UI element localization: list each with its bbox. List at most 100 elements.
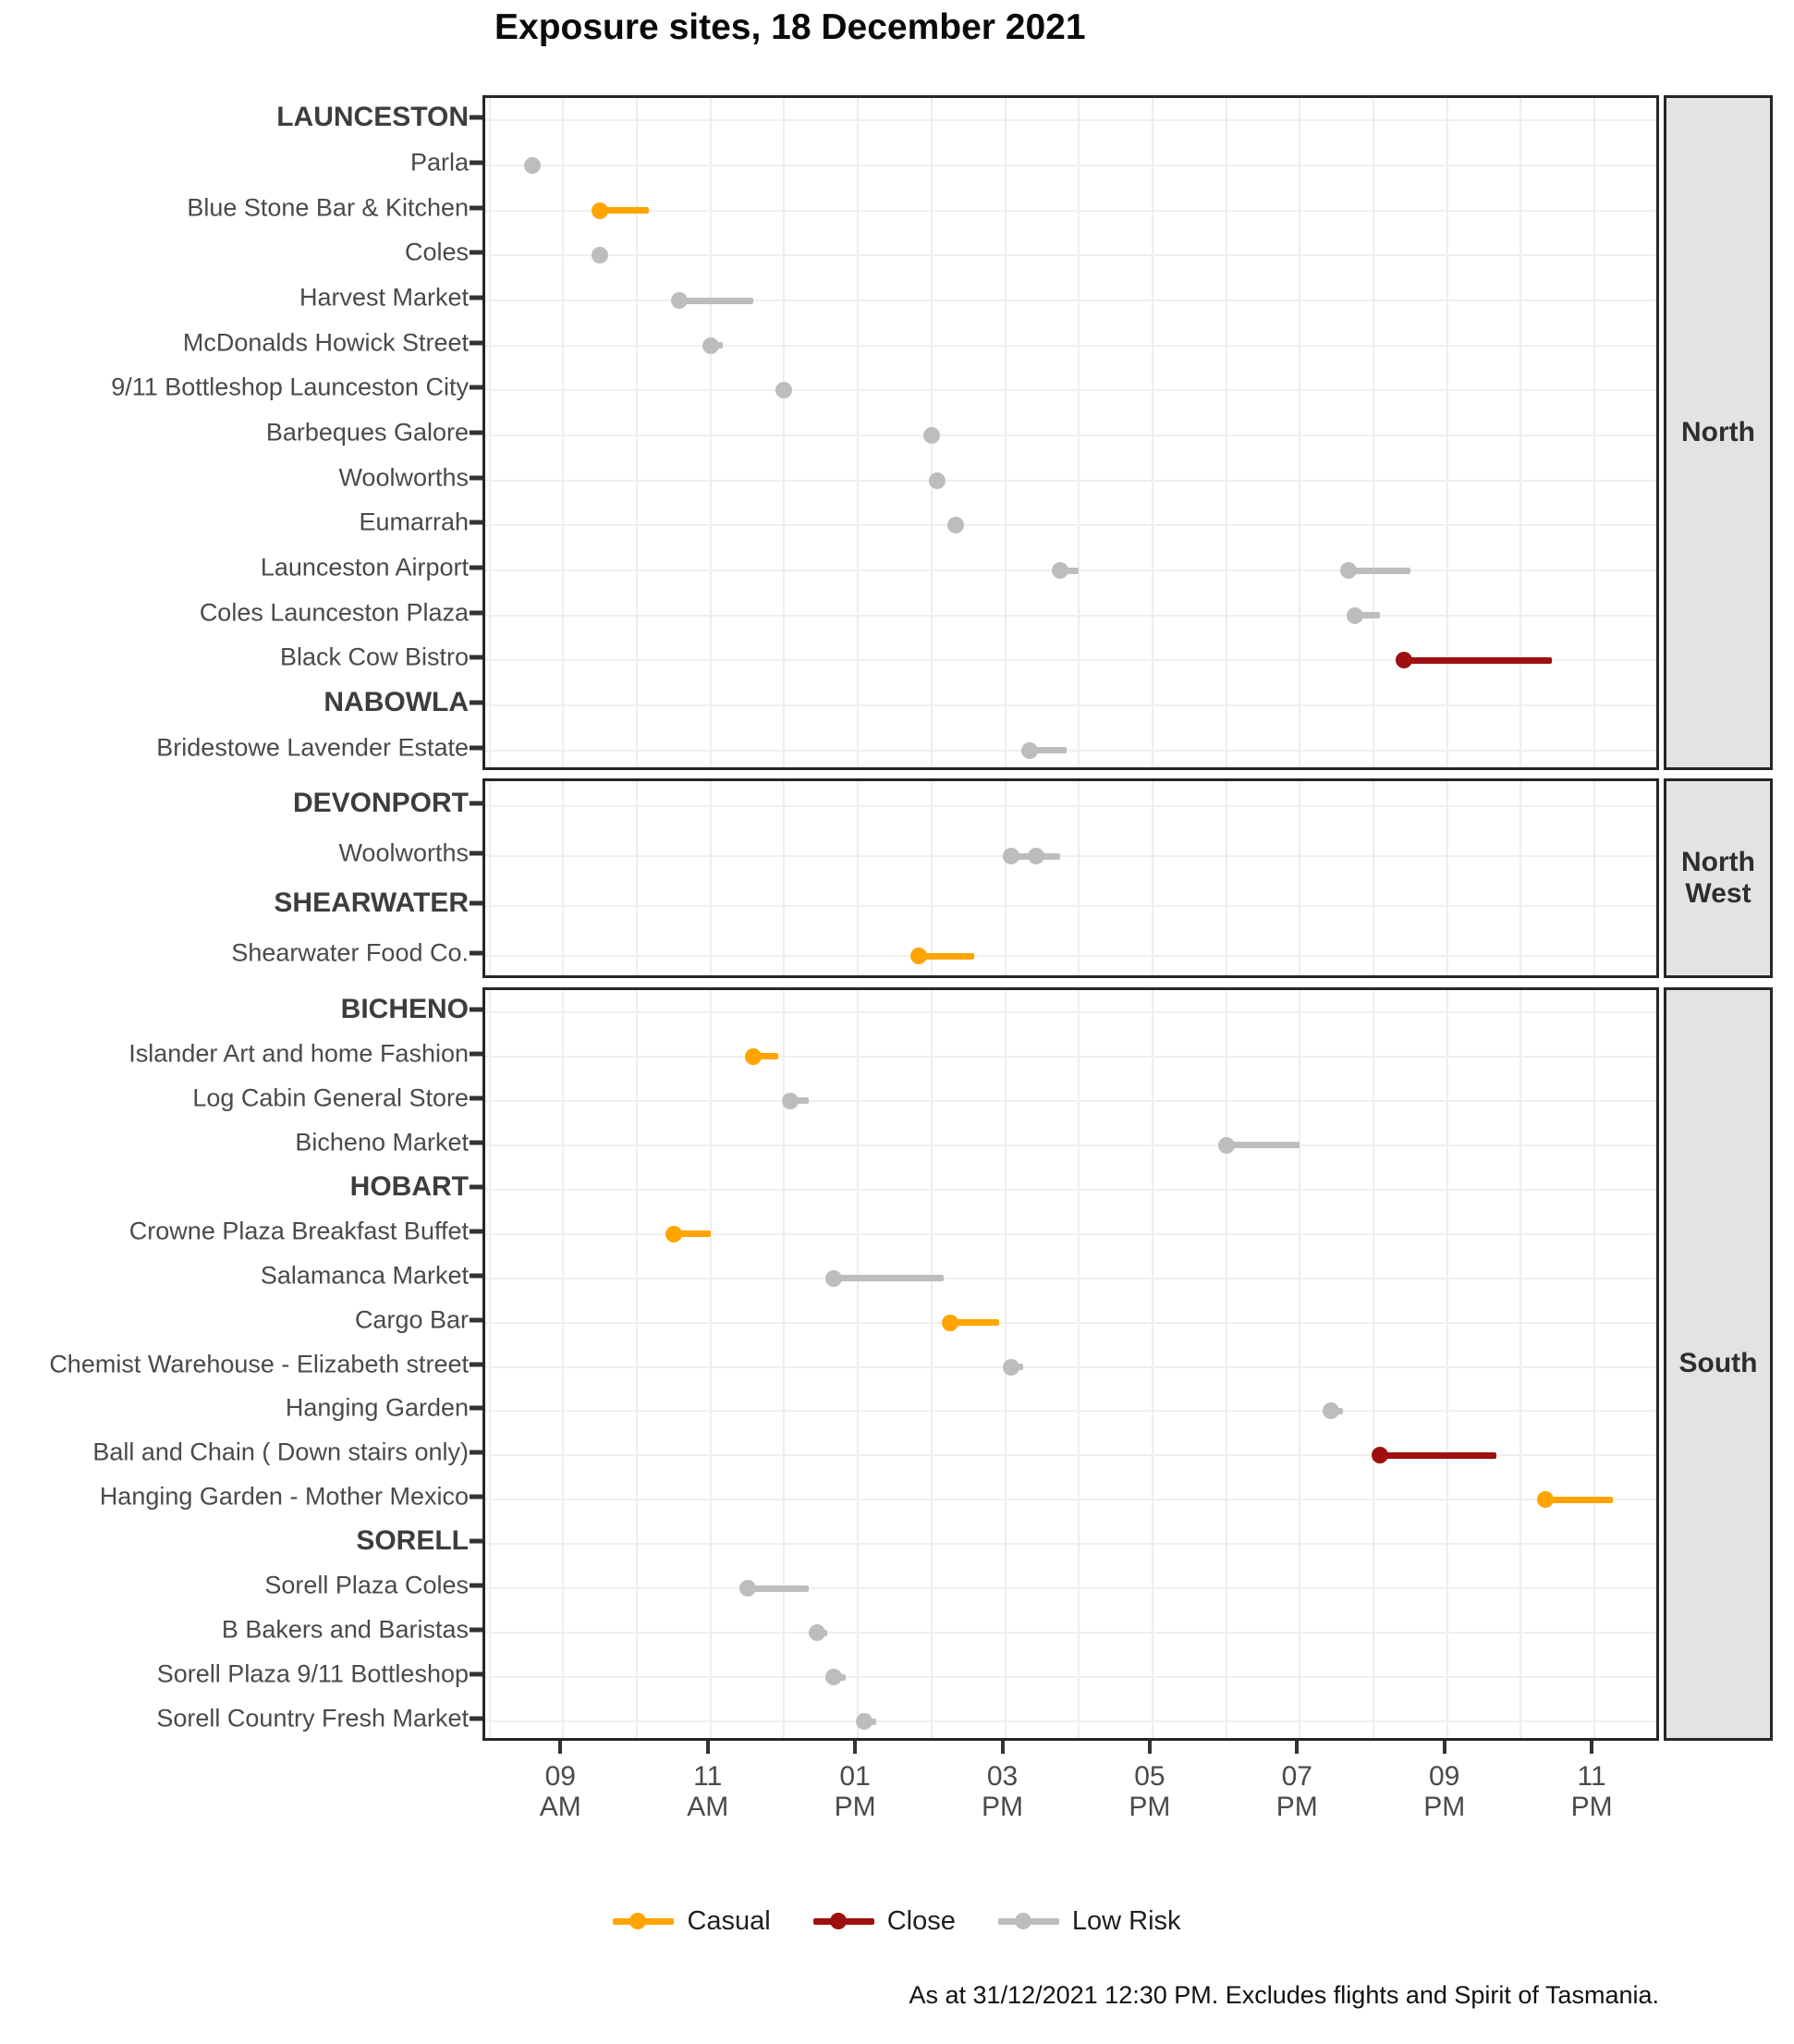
gridline-vertical — [709, 990, 712, 1738]
gridline-vertical — [709, 781, 712, 975]
y-axis-tick — [470, 745, 482, 751]
exposure-segment-dot — [524, 157, 542, 174]
y-axis-group-header-devonport: DEVONPORT — [292, 788, 469, 818]
x-axis-period: AM — [539, 1792, 581, 1822]
exposure-segment-dot — [1003, 848, 1020, 864]
x-axis-hour: 11 — [1577, 1761, 1606, 1792]
gridline-vertical — [1299, 98, 1301, 767]
exposure-segment-dot — [671, 292, 689, 309]
gridline-vertical — [562, 781, 565, 975]
y-axis-tick — [470, 295, 482, 300]
exposure-segment-dot — [922, 427, 940, 444]
gridline-horizontal — [485, 1188, 1656, 1191]
exposure-segment-line — [747, 1585, 809, 1592]
gridline-vertical — [1593, 990, 1596, 1738]
y-axis-tick — [470, 1671, 482, 1677]
y-axis-tick — [470, 1273, 482, 1279]
legend-item-close: Close — [812, 1906, 956, 1937]
gridline-horizontal — [485, 1499, 1656, 1501]
exposure-segment-dot — [1052, 562, 1069, 579]
gridline-horizontal — [485, 344, 1656, 347]
y-axis-label-mcdonalds-howick-street: McDonalds Howick Street — [182, 328, 469, 357]
gridline-vertical — [636, 98, 638, 767]
y-axis-label-ball-and-chain-down-stairs-only: Ball and Chain ( Down stairs only) — [92, 1438, 469, 1466]
chart-title: Exposure sites, 18 December 2021 — [494, 7, 1086, 47]
gridline-horizontal — [485, 1099, 1656, 1102]
gridline-horizontal — [485, 659, 1656, 662]
x-axis-period: PM — [834, 1792, 876, 1822]
y-axis-tick — [470, 475, 482, 481]
x-axis-tick — [1000, 1741, 1005, 1754]
exposure-segment-line — [919, 952, 975, 960]
y-axis-tick — [470, 1494, 482, 1499]
exposure-segment-dot — [775, 382, 793, 399]
gridline-vertical — [1225, 990, 1227, 1738]
gridline-horizontal — [485, 389, 1656, 392]
y-axis-group-header-sorell: SORELL — [356, 1525, 469, 1557]
exposure-segment-dot — [1340, 562, 1358, 579]
gridline-horizontal — [485, 855, 1656, 857]
gridline-horizontal — [485, 435, 1656, 436]
gridline-vertical — [1078, 781, 1080, 975]
facet-strip-label-south: South — [1678, 1348, 1758, 1379]
y-axis-label-coles-launceston-plaza: Coles Launceston Plaza — [199, 598, 469, 627]
gridline-horizontal — [485, 1365, 1656, 1368]
y-axis-tick — [470, 160, 482, 165]
y-axis-group-header-shearwater: SHEARWATER — [274, 887, 469, 918]
gridline-horizontal — [485, 805, 1656, 807]
gridline-vertical — [1446, 98, 1448, 767]
gridline-horizontal — [485, 1277, 1656, 1279]
y-axis-tick — [470, 801, 482, 806]
y-axis-tick — [470, 430, 482, 435]
gridline-vertical — [562, 990, 565, 1738]
gridline-vertical — [1446, 990, 1448, 1738]
legend-key-dot — [629, 1913, 647, 1929]
gridline-vertical — [636, 781, 638, 975]
y-axis-tick — [470, 1362, 482, 1366]
y-axis-tick — [470, 1095, 482, 1101]
y-axis-tick — [470, 1140, 482, 1145]
y-axis-label-parla: Parla — [409, 148, 469, 177]
exposure-segment-line — [1544, 1496, 1614, 1503]
gridline-horizontal — [485, 524, 1656, 527]
y-axis-label-hanging-garden-mother-mexico: Hanging Garden - Mother Mexico — [99, 1482, 469, 1511]
gridline-vertical — [1519, 98, 1522, 767]
y-axis-tick — [470, 1229, 482, 1234]
y-axis-tick — [470, 565, 482, 570]
exposure-segment-dot — [1347, 606, 1364, 624]
gridline-vertical — [1151, 990, 1153, 1738]
gridline-horizontal — [485, 1321, 1656, 1324]
x-axis-tick — [1590, 1741, 1594, 1754]
y-axis-label-islander-art-and-home-fashion: Islander Art and home Fashion — [128, 1039, 469, 1068]
gridline-horizontal — [485, 300, 1656, 301]
exposure-segment-dot — [929, 471, 946, 489]
x-axis-tick — [853, 1741, 858, 1754]
exposure-segment-line — [949, 1319, 999, 1327]
x-axis-period: PM — [1129, 1792, 1171, 1822]
footnote: As at 31/12/2021 12:30 PM. Excludes flig… — [909, 1981, 1659, 2009]
y-axis-label-log-cabin-general-store: Log Cabin General Store — [192, 1083, 469, 1112]
exposure-segment-line — [1030, 747, 1067, 754]
x-axis-period: PM — [1275, 1792, 1318, 1822]
legend-key-low_risk — [997, 1912, 1059, 1930]
x-axis-period: PM — [1570, 1792, 1613, 1822]
gridline-vertical — [783, 990, 786, 1738]
y-axis-label-crowne-plaza-breakfast-buffet: Crowne Plaza Breakfast Buffet — [128, 1217, 469, 1245]
x-axis-tick — [1442, 1741, 1446, 1754]
gridline-vertical — [636, 990, 638, 1738]
gridline-horizontal — [485, 905, 1656, 907]
exposure-segment-dot — [592, 202, 609, 219]
exposure-segment-dot — [910, 948, 928, 964]
y-axis-label-woolworths: Woolworths — [338, 838, 469, 867]
y-axis-tick — [470, 115, 482, 120]
x-axis-label-01-pm: 01 PM — [835, 1761, 876, 1822]
facet-strip-south: South — [1664, 987, 1773, 1741]
gridline-vertical — [783, 781, 786, 975]
gridline-horizontal — [485, 254, 1656, 257]
gridline-vertical — [1078, 990, 1080, 1738]
y-axis-tick — [470, 1007, 482, 1012]
gridline-vertical — [562, 98, 565, 767]
gridline-horizontal — [485, 614, 1656, 617]
legend-key-dot — [829, 1913, 847, 1929]
